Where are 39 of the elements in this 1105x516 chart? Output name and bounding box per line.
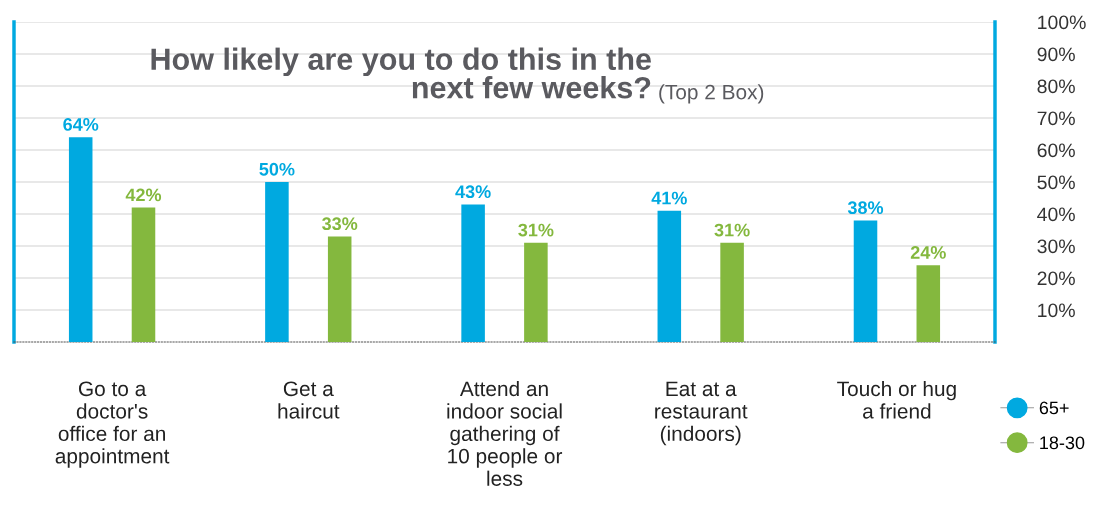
data-label: 31% [518,223,554,237]
bar [461,204,485,342]
x-tick-label: Go to a doctor's office for an appointment [55,381,170,468]
legend-label: 18-30 [1040,436,1085,450]
data-label: 31% [714,223,750,237]
y-tick-label: 100% [1038,15,1086,30]
data-label: 42% [125,188,162,202]
data-label: 43% [455,185,491,199]
y-tick-label: 80% [1037,79,1075,94]
bar [720,242,744,342]
y-tick-label: 70% [1037,111,1075,126]
bar [131,207,156,342]
y-tick-label: 60% [1037,143,1075,158]
y-tick-label: 40% [1037,207,1075,222]
text: How likely are you to do this in the next few weeks? [151,47,651,99]
data-label: 64% [63,118,99,131]
legend-label: 65+ [1039,401,1069,415]
bar [916,265,941,342]
x-tick-label: Touch or hug a friend [837,380,956,419]
y-tick-label: 90% [1037,47,1075,62]
y-tick-label: 30% [1037,239,1075,254]
data-label: 50% [259,162,295,176]
y-tick-label: 50% [1037,175,1075,190]
x-tick-label: Get a haircut [278,381,340,419]
bar [68,137,93,342]
bar [853,220,878,342]
y-tick-label: 20% [1037,271,1075,286]
bar [524,242,548,342]
x-tick-label: Attend an indoor social gathering of 10 people or less [447,380,563,486]
data-label: 38% [847,201,884,215]
bar [657,210,682,342]
data-label: 24% [910,246,946,259]
bar [265,182,289,342]
y-tick-label: 10% [1038,303,1075,318]
text: (Top 2 Box) [659,84,764,104]
data-label: 33% [322,217,358,231]
x-tick-label: Eat at a restaurant (indoors) [655,381,748,446]
bar [327,236,352,342]
data-label: 41% [651,191,687,205]
